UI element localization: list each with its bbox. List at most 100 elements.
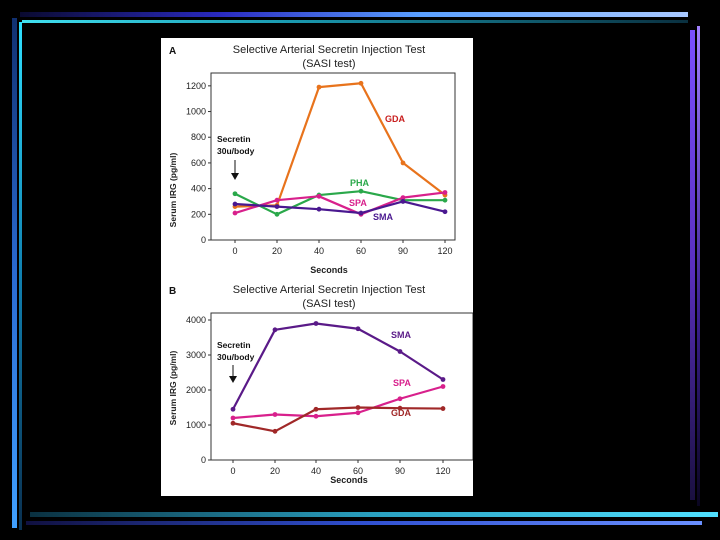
chart-a-series-gda-line — [234, 82, 446, 208]
decorative-bar-top-inner — [22, 20, 688, 23]
chart-a-xlabel: Seconds — [310, 265, 348, 275]
chart-a-series-sma-point — [442, 209, 448, 215]
chart-a-ytick-label: 1000 — [186, 107, 206, 117]
chart-b-series-spa-point — [313, 413, 319, 419]
chart-b-series-sma-point — [272, 327, 278, 333]
chart-a-series-spa-point — [442, 190, 448, 195]
chart-b-series-spa-point — [230, 415, 236, 421]
chart-a-ytick-label: 800 — [191, 132, 206, 142]
chart-a-xtick-label: 60 — [356, 246, 366, 256]
chart-b-series-gda-point — [355, 405, 361, 410]
chart-b-series-spa-point — [397, 396, 403, 402]
chart-a-xtick-label: 90 — [398, 246, 408, 256]
chart-a-annotation-line1: Secretin — [217, 134, 251, 144]
chart-a-ytick-label: 200 — [191, 209, 206, 219]
decorative-bar-bottom — [30, 512, 718, 517]
panel-label-b: B — [169, 286, 176, 297]
chart-a-subtitle: (SASI test) — [302, 58, 355, 70]
chart-b-series-gda-label: GDA — [391, 408, 412, 418]
chart-a-ytick-label: 1200 — [186, 81, 206, 91]
chart-b-annotation-line2: 30u/body — [217, 352, 255, 362]
chart-a-series-spa-line — [234, 191, 446, 216]
chart-a-series-sma-point — [400, 199, 406, 204]
chart-a-ylabel: Serum IRG (pg/ml) — [168, 153, 178, 228]
chart-b-annotation-line1: Secretin — [217, 340, 251, 350]
chart-b-xtick-label: 20 — [270, 466, 280, 476]
chart-b-series-sma-point — [230, 406, 236, 412]
chart-a-xtick-label: 40 — [314, 246, 324, 256]
chart-b-series-sma-point — [313, 321, 319, 326]
chart-b-subtitle: (SASI test) — [302, 298, 355, 310]
chart-a-xtick-label: 20 — [272, 246, 282, 256]
chart-b-ytick-label: 4000 — [186, 315, 206, 325]
chart-b-frame — [210, 312, 474, 461]
chart-b-series-spa-point — [355, 410, 361, 416]
decorative-bar-right — [690, 30, 695, 500]
chart-a-series-spa-point — [274, 197, 280, 203]
chart-a-series-gda-point — [316, 84, 322, 90]
chart-b-xtick-label: 0 — [230, 466, 235, 476]
figure-svg: A Selective Arterial Secretin Injection … — [168, 44, 474, 485]
chart-b-xtick-label: 40 — [311, 466, 321, 476]
chart-b-plot: 0 1000 2000 3000 4000 0 20 40 60 90 120 SMA SPA GDA — [186, 312, 474, 476]
chart-a-series-pha-label: PHA — [350, 178, 370, 188]
chart-a-series-spa-point — [316, 193, 322, 199]
chart-b-ytick-label: 1000 — [186, 420, 206, 430]
chart-a-series-pha-point — [358, 188, 364, 194]
figure-panel: A Selective Arterial Secretin Injection … — [161, 38, 474, 496]
decorative-bar-right-inner — [697, 26, 700, 506]
panel-label-a: A — [169, 46, 176, 57]
chart-a-series-gda-point — [400, 160, 406, 166]
chart-b-series-sma-point — [397, 349, 403, 354]
chart-b-series-gda-point — [272, 428, 278, 434]
decorative-bar-left — [12, 18, 17, 528]
chart-a-series-sma-point — [274, 204, 280, 210]
chart-b-title: Selective Arterial Secretin Injection Te… — [233, 284, 425, 296]
chart-a-series-pha-line — [234, 190, 445, 216]
chart-b-ytick-label: 3000 — [186, 350, 206, 360]
chart-b-series-spa-point — [440, 384, 446, 389]
decorative-bar-top — [20, 12, 688, 17]
chart-a-series-spa-label: SPA — [349, 198, 367, 208]
chart-b-series-gda-line — [232, 406, 444, 433]
chart-a-plot: 0 200 400 600 800 1000 1200 0 20 40 60 90 120 GDA PHA S… — [186, 72, 456, 256]
chart-b-xtick-label: 120 — [435, 466, 450, 476]
chart-b-arrow-head — [229, 376, 237, 383]
chart-b-series-sma-point — [355, 326, 361, 332]
chart-a-series-sma-line — [234, 200, 446, 215]
chart-b-series-sma-point — [440, 377, 446, 382]
chart-a-series-pha-point — [232, 191, 238, 197]
decorative-bar-bottom-inner — [26, 521, 702, 525]
chart-a-ytick-label: 600 — [191, 158, 206, 168]
chart-a-series-sma-point — [358, 210, 364, 216]
chart-b-xtick-label: 90 — [395, 466, 405, 476]
chart-a-series-gda-label: GDA — [385, 114, 406, 124]
chart-b-series-spa-label: SPA — [393, 378, 411, 388]
chart-b-series-spa-point — [272, 412, 278, 417]
chart-b-xtick-label: 60 — [353, 466, 363, 476]
chart-a-series-sma-point — [232, 201, 238, 207]
chart-a-ytick-label: 0 — [201, 235, 206, 245]
chart-a-series-pha-point — [442, 197, 448, 203]
chart-a-title: Selective Arterial Secretin Injection Te… — [233, 44, 425, 56]
chart-a-xtick-label: 120 — [437, 246, 452, 256]
chart-a-series-sma-point — [316, 206, 322, 212]
chart-b-ytick-label: 2000 — [186, 385, 206, 395]
chart-a-series-gda-point — [358, 80, 364, 86]
chart-a-series-sma-label: SMA — [373, 212, 394, 222]
chart-a-series-pha-point — [274, 211, 280, 217]
chart-b-series-gda-point — [440, 406, 446, 411]
chart-b-series-gda-point — [397, 405, 403, 411]
chart-a-series-spa-point — [232, 210, 238, 216]
chart-a: A Selective Arterial Secretin Injection … — [168, 44, 456, 275]
chart-b-series-sma-line — [232, 322, 444, 410]
chart-a-ytick-label: 400 — [191, 184, 206, 194]
chart-b-series-gda-point — [230, 420, 236, 426]
decorative-bar-left-inner — [19, 22, 22, 530]
chart-a-arrow-head — [231, 173, 239, 180]
chart-a-series-spa-point — [400, 195, 406, 201]
chart-b-xlabel: Seconds — [330, 475, 368, 485]
chart-b-ylabel: Serum IRG (pg/ml) — [168, 351, 178, 426]
chart-b: B Selective Arterial Secretin Injection … — [168, 284, 474, 485]
chart-a-frame — [210, 72, 456, 241]
